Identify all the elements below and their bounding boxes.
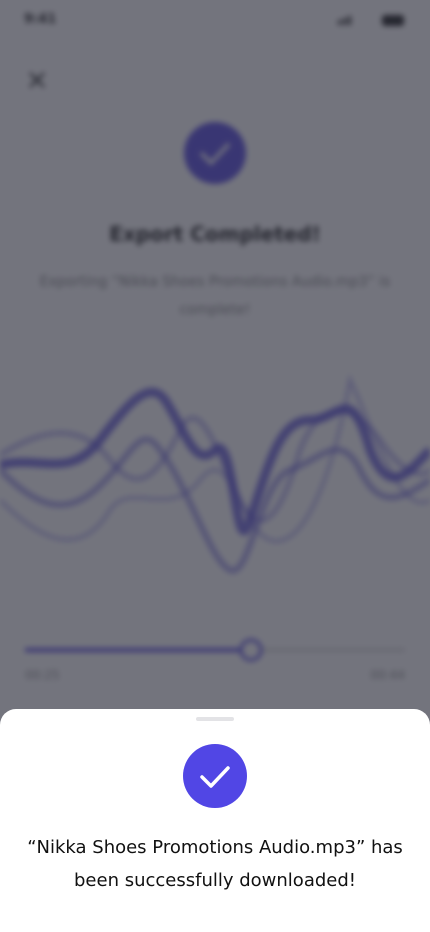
check <box>200 766 230 788</box>
sheet-message: “Nikka Shoes Promotions Audio.mp3” has b… <box>27 837 403 891</box>
download-success-icon <box>183 744 247 808</box>
sheet-handle <box>196 717 234 721</box>
bottom-sheet: “Nikka Shoes Promotions Audio.mp3” has b… <box>0 709 430 932</box>
icon-circle <box>183 744 247 808</box>
